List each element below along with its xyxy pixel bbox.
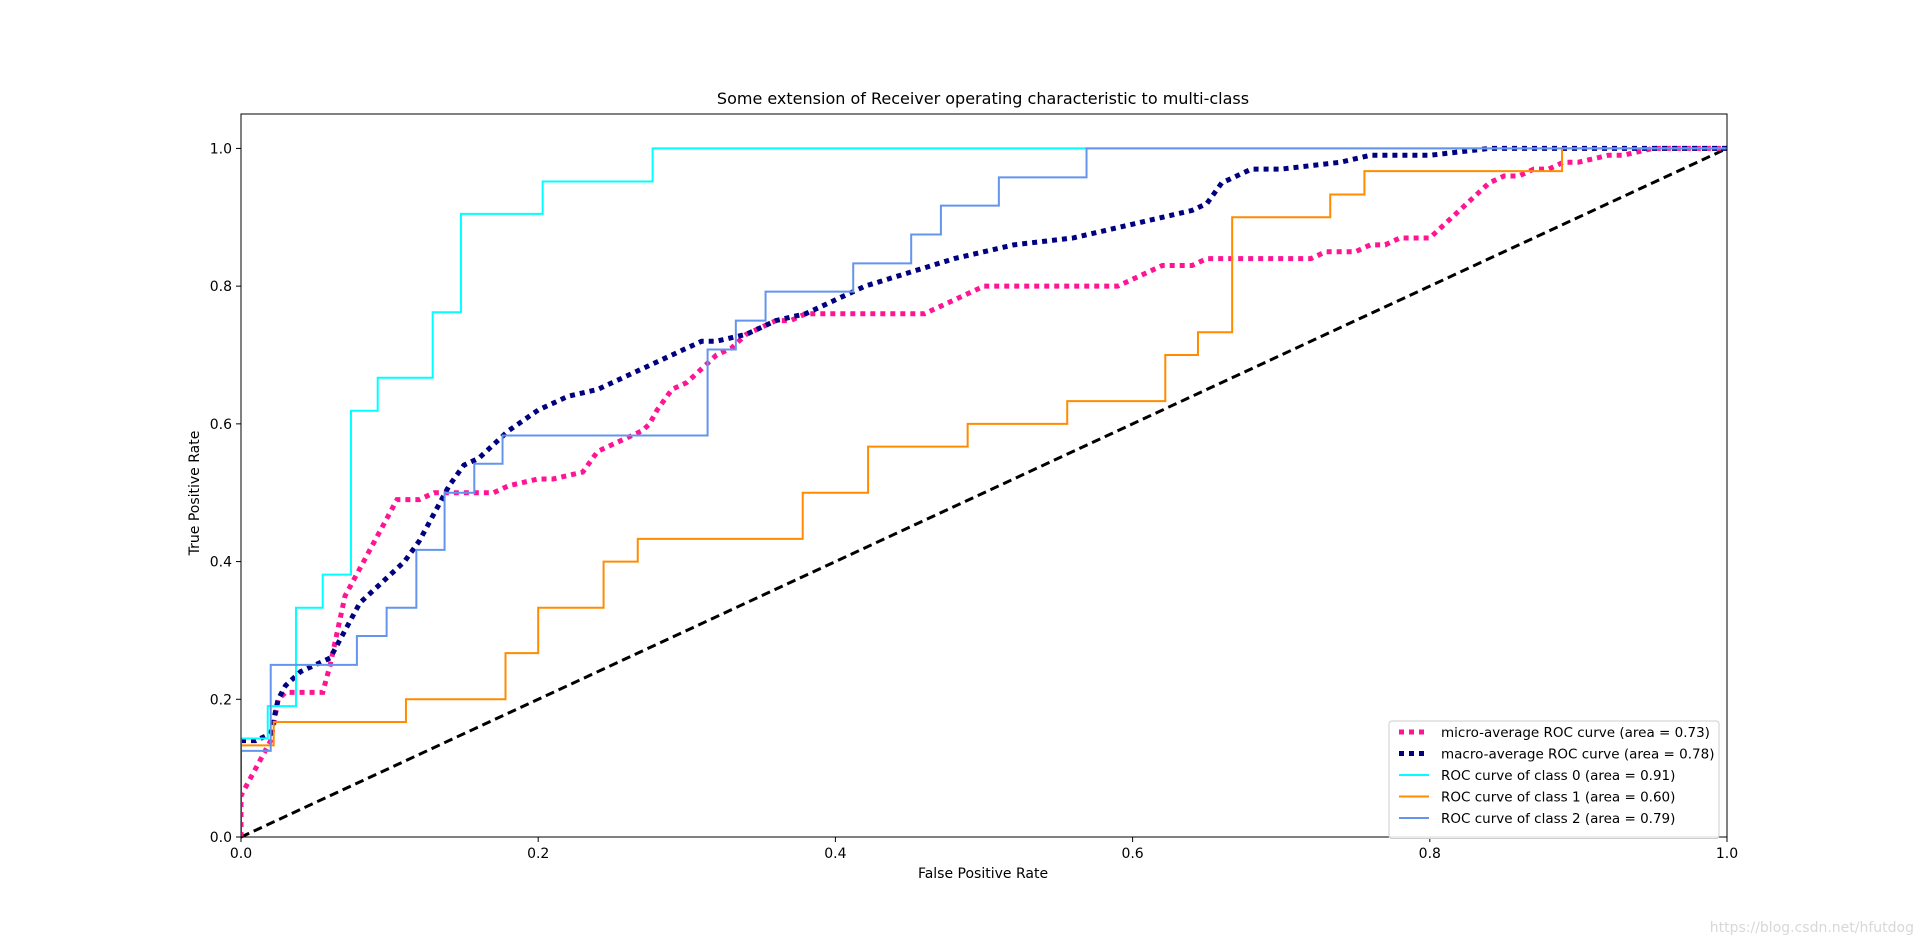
legend-label: ROC curve of class 0 (area = 0.91): [1441, 768, 1675, 784]
y-tick-label: 0.6: [210, 417, 232, 433]
legend-label: ROC curve of class 2 (area = 0.79): [1441, 811, 1675, 827]
series-macro-average-roc-curve: [241, 145, 1727, 744]
series-roc-curve-of-class-0: [241, 147, 1727, 837]
y-tick-label: 0.2: [210, 692, 232, 708]
watermark-text: https://blog.csdn.net/hfutdog: [1709, 920, 1914, 936]
x-tick-label: 1.0: [1716, 846, 1738, 862]
chance-diagonal-line: [241, 147, 1728, 839]
x-tick-label: 0.8: [1419, 846, 1441, 862]
y-axis-label: True Positive Rate: [187, 431, 203, 557]
x-tick-label: 0.0: [230, 846, 252, 862]
series-roc-curve-of-class-1: [241, 147, 1727, 837]
x-tick-label: 0.6: [1121, 846, 1143, 862]
series-micro-average-roc-curve: [241, 145, 1727, 837]
x-tick-label: 0.4: [824, 846, 846, 862]
chart-title: Some extension of Receiver operating cha…: [717, 89, 1249, 108]
legend-label: ROC curve of class 1 (area = 0.60): [1441, 790, 1675, 806]
y-tick-label: 0.0: [210, 830, 232, 846]
y-tick-label: 0.4: [210, 555, 232, 571]
series-roc-curve-of-class-2: [241, 147, 1727, 837]
legend-label: micro-average ROC curve (area = 0.73): [1441, 725, 1710, 741]
x-tick-label: 0.2: [527, 846, 549, 862]
y-tick-label: 0.8: [210, 279, 232, 295]
plot-frame: [240, 113, 1728, 838]
legend-label: macro-average ROC curve (area = 0.78): [1441, 747, 1714, 763]
legend-box: [1388, 720, 1720, 839]
y-tick-label: 1.0: [210, 141, 232, 157]
x-axis-label: False Positive Rate: [918, 866, 1048, 882]
